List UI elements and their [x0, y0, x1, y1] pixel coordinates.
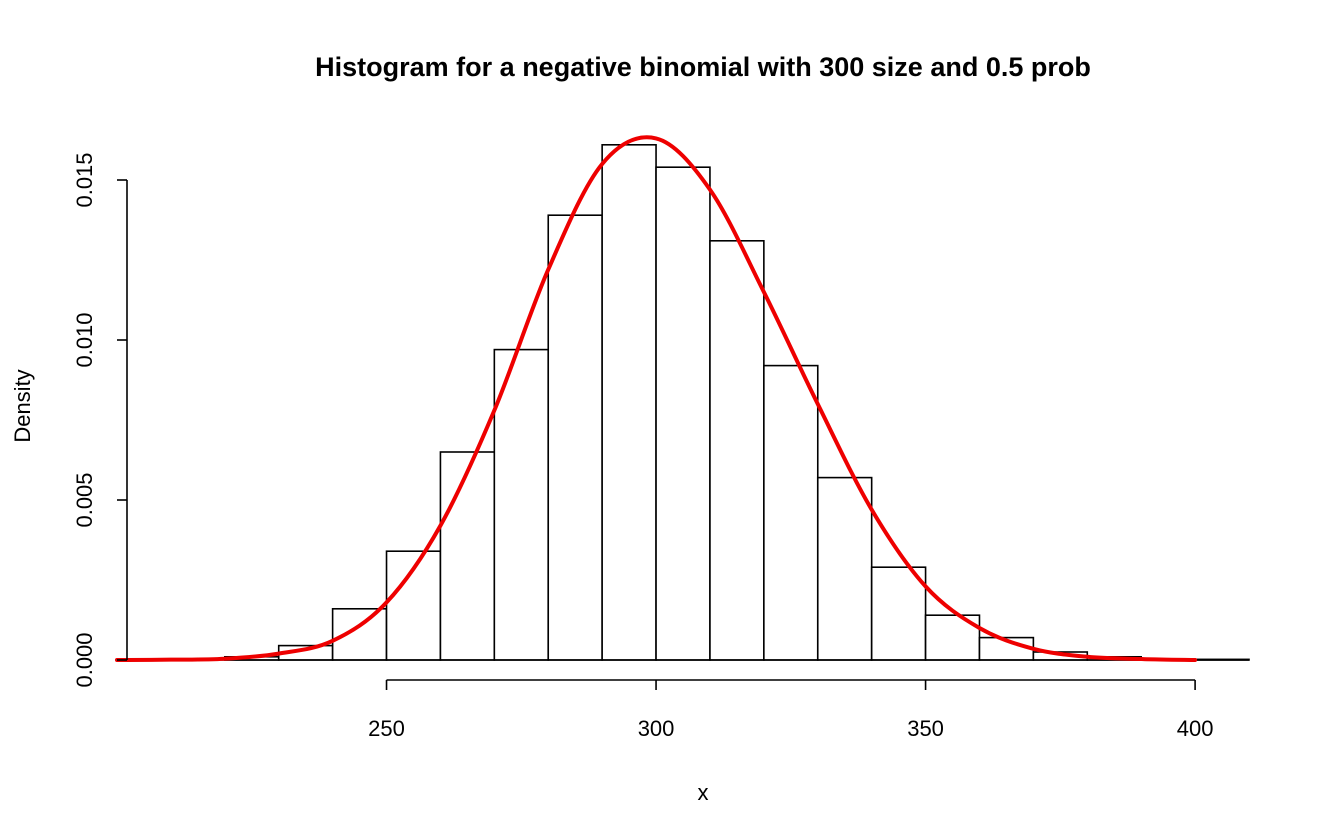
histogram-bar — [601, 144, 657, 661]
histogram-bar — [493, 348, 550, 661]
y-tick-label: 0.000 — [72, 632, 97, 687]
chart-title: Histogram for a negative binomial with 3… — [315, 52, 1091, 82]
histogram-bar — [816, 476, 873, 661]
x-tick-label: 400 — [1177, 716, 1214, 741]
density-curve-layer — [115, 135, 1198, 662]
x-axis-label: x — [698, 780, 709, 805]
y-axis: 0.000 0.005 0.010 0.015 — [72, 152, 128, 688]
histogram-bar — [439, 451, 496, 661]
x-axis: 250 300 350 400 — [368, 679, 1214, 741]
histogram-bar — [763, 364, 819, 661]
x-tick-label: 350 — [907, 716, 944, 741]
x-tick-label: 250 — [368, 716, 405, 741]
x-tick-label: 300 — [638, 716, 675, 741]
histogram-bar — [331, 607, 388, 661]
histogram-bar — [709, 240, 765, 661]
y-tick-label: 0.010 — [72, 312, 97, 367]
y-tick-label: 0.005 — [72, 472, 97, 527]
histogram-bars — [117, 144, 1250, 661]
histogram-bar — [547, 214, 603, 661]
histogram-bar — [655, 166, 711, 661]
density-curve — [115, 135, 1198, 662]
y-axis-label: Density — [10, 369, 35, 442]
histogram-bar — [870, 566, 927, 661]
y-tick-label: 0.015 — [72, 152, 97, 207]
